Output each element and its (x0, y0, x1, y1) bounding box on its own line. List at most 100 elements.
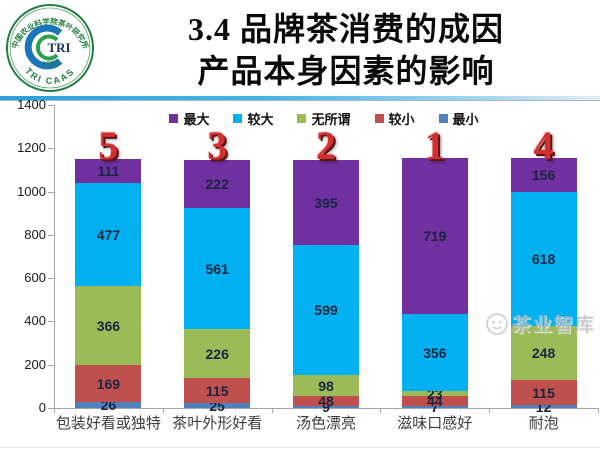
bar-slot: 25 115 226 561 222 3 茶叶外形好看 (163, 100, 272, 450)
bar-slot: 12 115 248 618 156 4 耐泡 (489, 100, 598, 450)
bar-segment-value: 248 (531, 345, 556, 361)
x-axis-tick (162, 408, 164, 413)
bar-segment-最小: 26 (75, 398, 142, 412)
bar-slot: 9 48 98 599 395 2 汤色漂亮 (272, 100, 381, 450)
x-axis-category-label: 包装好看或独特 (55, 415, 161, 432)
bar-segment-较大: 477 (75, 183, 142, 286)
x-axis-tick (271, 408, 273, 413)
y-axis-tick (48, 148, 55, 150)
legend-item: 较大 (233, 109, 273, 128)
legend-label: 最小 (452, 112, 479, 127)
bar-segment-value: 599 (314, 302, 338, 318)
y-axis-line (54, 105, 55, 408)
slide-title-line1: 3.4 品牌茶消费的成因 (187, 11, 504, 47)
bar-segment-较小: 169 (75, 365, 142, 402)
legend-label: 较小 (388, 112, 415, 127)
x-axis-tick (598, 408, 599, 413)
bar-segment-value: 618 (531, 251, 556, 267)
bar-segment-最大: 111 (75, 159, 142, 183)
bar-segment-value: 98 (318, 377, 334, 394)
rank-badge: 3 (207, 123, 228, 168)
bar-slot: 26 169 366 477 111 5 包装好看或独特 (54, 100, 163, 450)
plot-area: 26 169 366 477 111 5 包装好看或独特 25 115 226 561 222 3 茶叶外… (54, 100, 598, 450)
x-axis-category-label: 汤色漂亮 (295, 415, 356, 432)
bar-segment-value: 9 (322, 399, 330, 415)
bar-segment-较大: 356 (401, 314, 468, 391)
logo-year: - 1958 - (38, 61, 63, 68)
bar-segment-最大: 719 (401, 158, 468, 314)
bar-segment-value: 366 (96, 317, 121, 334)
bar-segment-value: 7 (430, 399, 439, 415)
legend-label: 无所谓 (311, 112, 351, 127)
bar-segment-较小: 44 (401, 394, 468, 408)
bar-segment-最大: 156 (510, 158, 577, 192)
bar-segment-value: 226 (205, 345, 229, 362)
bar-segment-较小: 115 (184, 378, 251, 403)
y-axis-tick (48, 234, 55, 236)
logo-c-swoosh (24, 24, 63, 70)
y-axis-tick (48, 321, 55, 323)
bar-segment-value: 169 (96, 375, 121, 392)
watermark-logo-icon (485, 312, 508, 335)
bar-stack: 12 115 248 618 156 (510, 158, 577, 414)
bar-segment-value: 477 (96, 226, 121, 243)
y-axis-tick (48, 278, 55, 280)
rank-badge: 5 (98, 123, 119, 168)
legend-swatch-icon (233, 114, 243, 123)
rank-badge: 4 (533, 123, 554, 168)
y-axis-tick-label: 800 (24, 226, 46, 242)
y-axis-tick-label: 1200 (17, 140, 46, 156)
y-axis-tick-label: 0 (38, 400, 46, 415)
footer-divider (0, 447, 600, 448)
bar-segment-value: 395 (314, 194, 338, 211)
bar-segment-最小: 25 (184, 399, 251, 413)
legend-swatch-icon (438, 114, 448, 123)
stacked-bar-chart: 最大 较大 无所谓 较小 最小 0 200 400 600 800 1000 1200 1400 26… (0, 97, 600, 450)
y-axis-tick (48, 364, 55, 366)
y-axis-tick-label: 600 (24, 270, 46, 286)
bar-segment-最大: 395 (292, 160, 359, 245)
bar-stack: 25 115 226 561 222 (184, 159, 251, 413)
bar-segment-最大: 222 (184, 160, 251, 208)
legend-item: 无所谓 (297, 109, 351, 128)
bar-segment-value: 719 (423, 228, 447, 244)
bar-segment-无所谓: 226 (184, 329, 251, 378)
chart-legend: 最大 较大 无所谓 较小 最小 (60, 109, 588, 128)
bar-segment-最小: 12 (510, 400, 577, 414)
x-axis-category-label: 耐泡 (528, 415, 559, 432)
bar-stack: 7 44 23 356 719 (401, 158, 468, 414)
y-axis-tick-label: 200 (24, 356, 46, 372)
legend-swatch-icon (169, 114, 179, 123)
bar-segment-value: 48 (318, 393, 334, 409)
y-axis-tick (48, 408, 55, 409)
y-axis-tick (48, 105, 55, 106)
logo-center-text: TRI (47, 40, 70, 55)
x-axis-line (54, 408, 598, 409)
legend-item: 最小 (438, 109, 479, 128)
bar-segment-无所谓: 98 (292, 375, 359, 396)
legend-swatch-icon (297, 114, 307, 123)
bar-segment-value: 222 (205, 176, 229, 192)
rank-badge: 1 (424, 123, 445, 168)
bar-segment-较大: 561 (184, 208, 251, 329)
bar-segment-较大: 618 (510, 192, 577, 326)
x-axis-tick (380, 408, 382, 413)
legend-swatch-icon (374, 114, 384, 123)
x-axis-category-label: 滋味口感好 (397, 415, 473, 432)
y-axis-tick-label: 1000 (17, 183, 46, 199)
bar-segment-较大: 599 (292, 245, 359, 375)
bar-segment-无所谓: 366 (75, 286, 142, 365)
bar-segment-较小: 48 (292, 394, 359, 408)
bar-segment-无所谓: 23 (401, 387, 468, 401)
y-axis-tick (48, 191, 55, 193)
bar-segment-value: 44 (426, 393, 443, 409)
slide-title-line2: 产品本身因素的影响 (197, 53, 495, 89)
bar-stack: 26 169 366 477 111 (75, 159, 142, 412)
x-axis-tick (54, 408, 55, 413)
y-axis-tick-label: 1400 (17, 97, 46, 112)
bar-segment-value: 115 (205, 382, 229, 399)
bar-stack: 9 48 98 599 395 (292, 159, 359, 414)
bar-segment-较小: 115 (510, 380, 577, 405)
bar-segment-value: 111 (97, 163, 120, 179)
